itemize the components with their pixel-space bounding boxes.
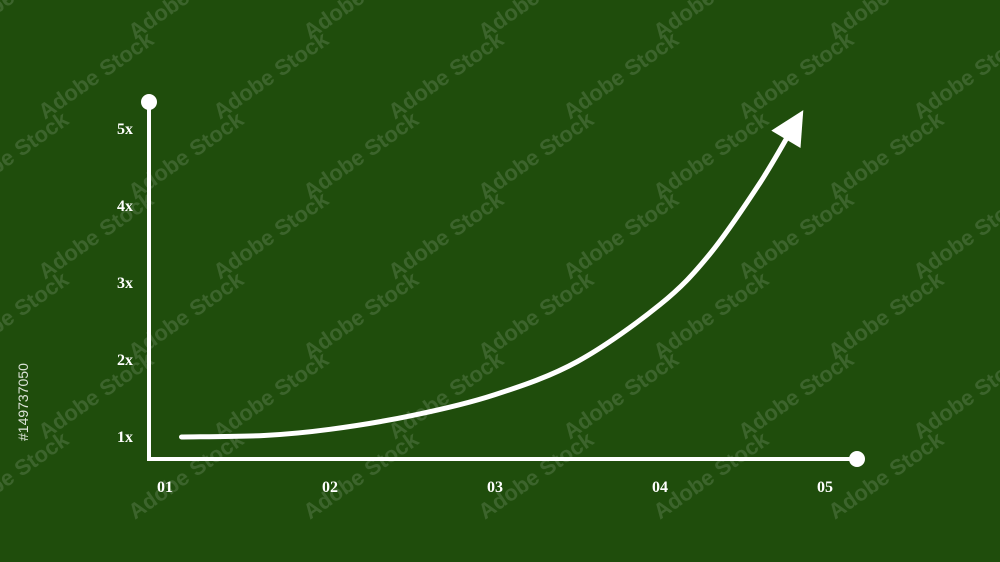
y-tick-label: 5x	[117, 121, 133, 138]
watermark-id-text: #149737050	[15, 363, 31, 441]
x-tick-labels: 01 02 03 04 05	[157, 479, 833, 496]
x-tick-label: 04	[652, 479, 668, 496]
series-layer	[179, 110, 804, 440]
growth-curve-line	[179, 126, 795, 440]
axes	[141, 94, 865, 467]
y-tick-label: 4x	[117, 198, 133, 215]
y-tick-labels: 1x 2x 3x 4x 5x	[117, 121, 133, 446]
growth-arrowhead	[771, 110, 804, 148]
x-tick-label: 03	[487, 479, 503, 496]
x-tick-label: 02	[322, 479, 338, 496]
x-tick-label: 05	[817, 479, 833, 496]
y-tick-label: 1x	[117, 429, 133, 446]
x-tick-label: 01	[157, 479, 173, 496]
x-axis-end-dot	[849, 451, 865, 467]
y-tick-label: 3x	[117, 275, 133, 292]
y-tick-label: 2x	[117, 352, 133, 369]
y-axis-end-dot	[141, 94, 157, 110]
